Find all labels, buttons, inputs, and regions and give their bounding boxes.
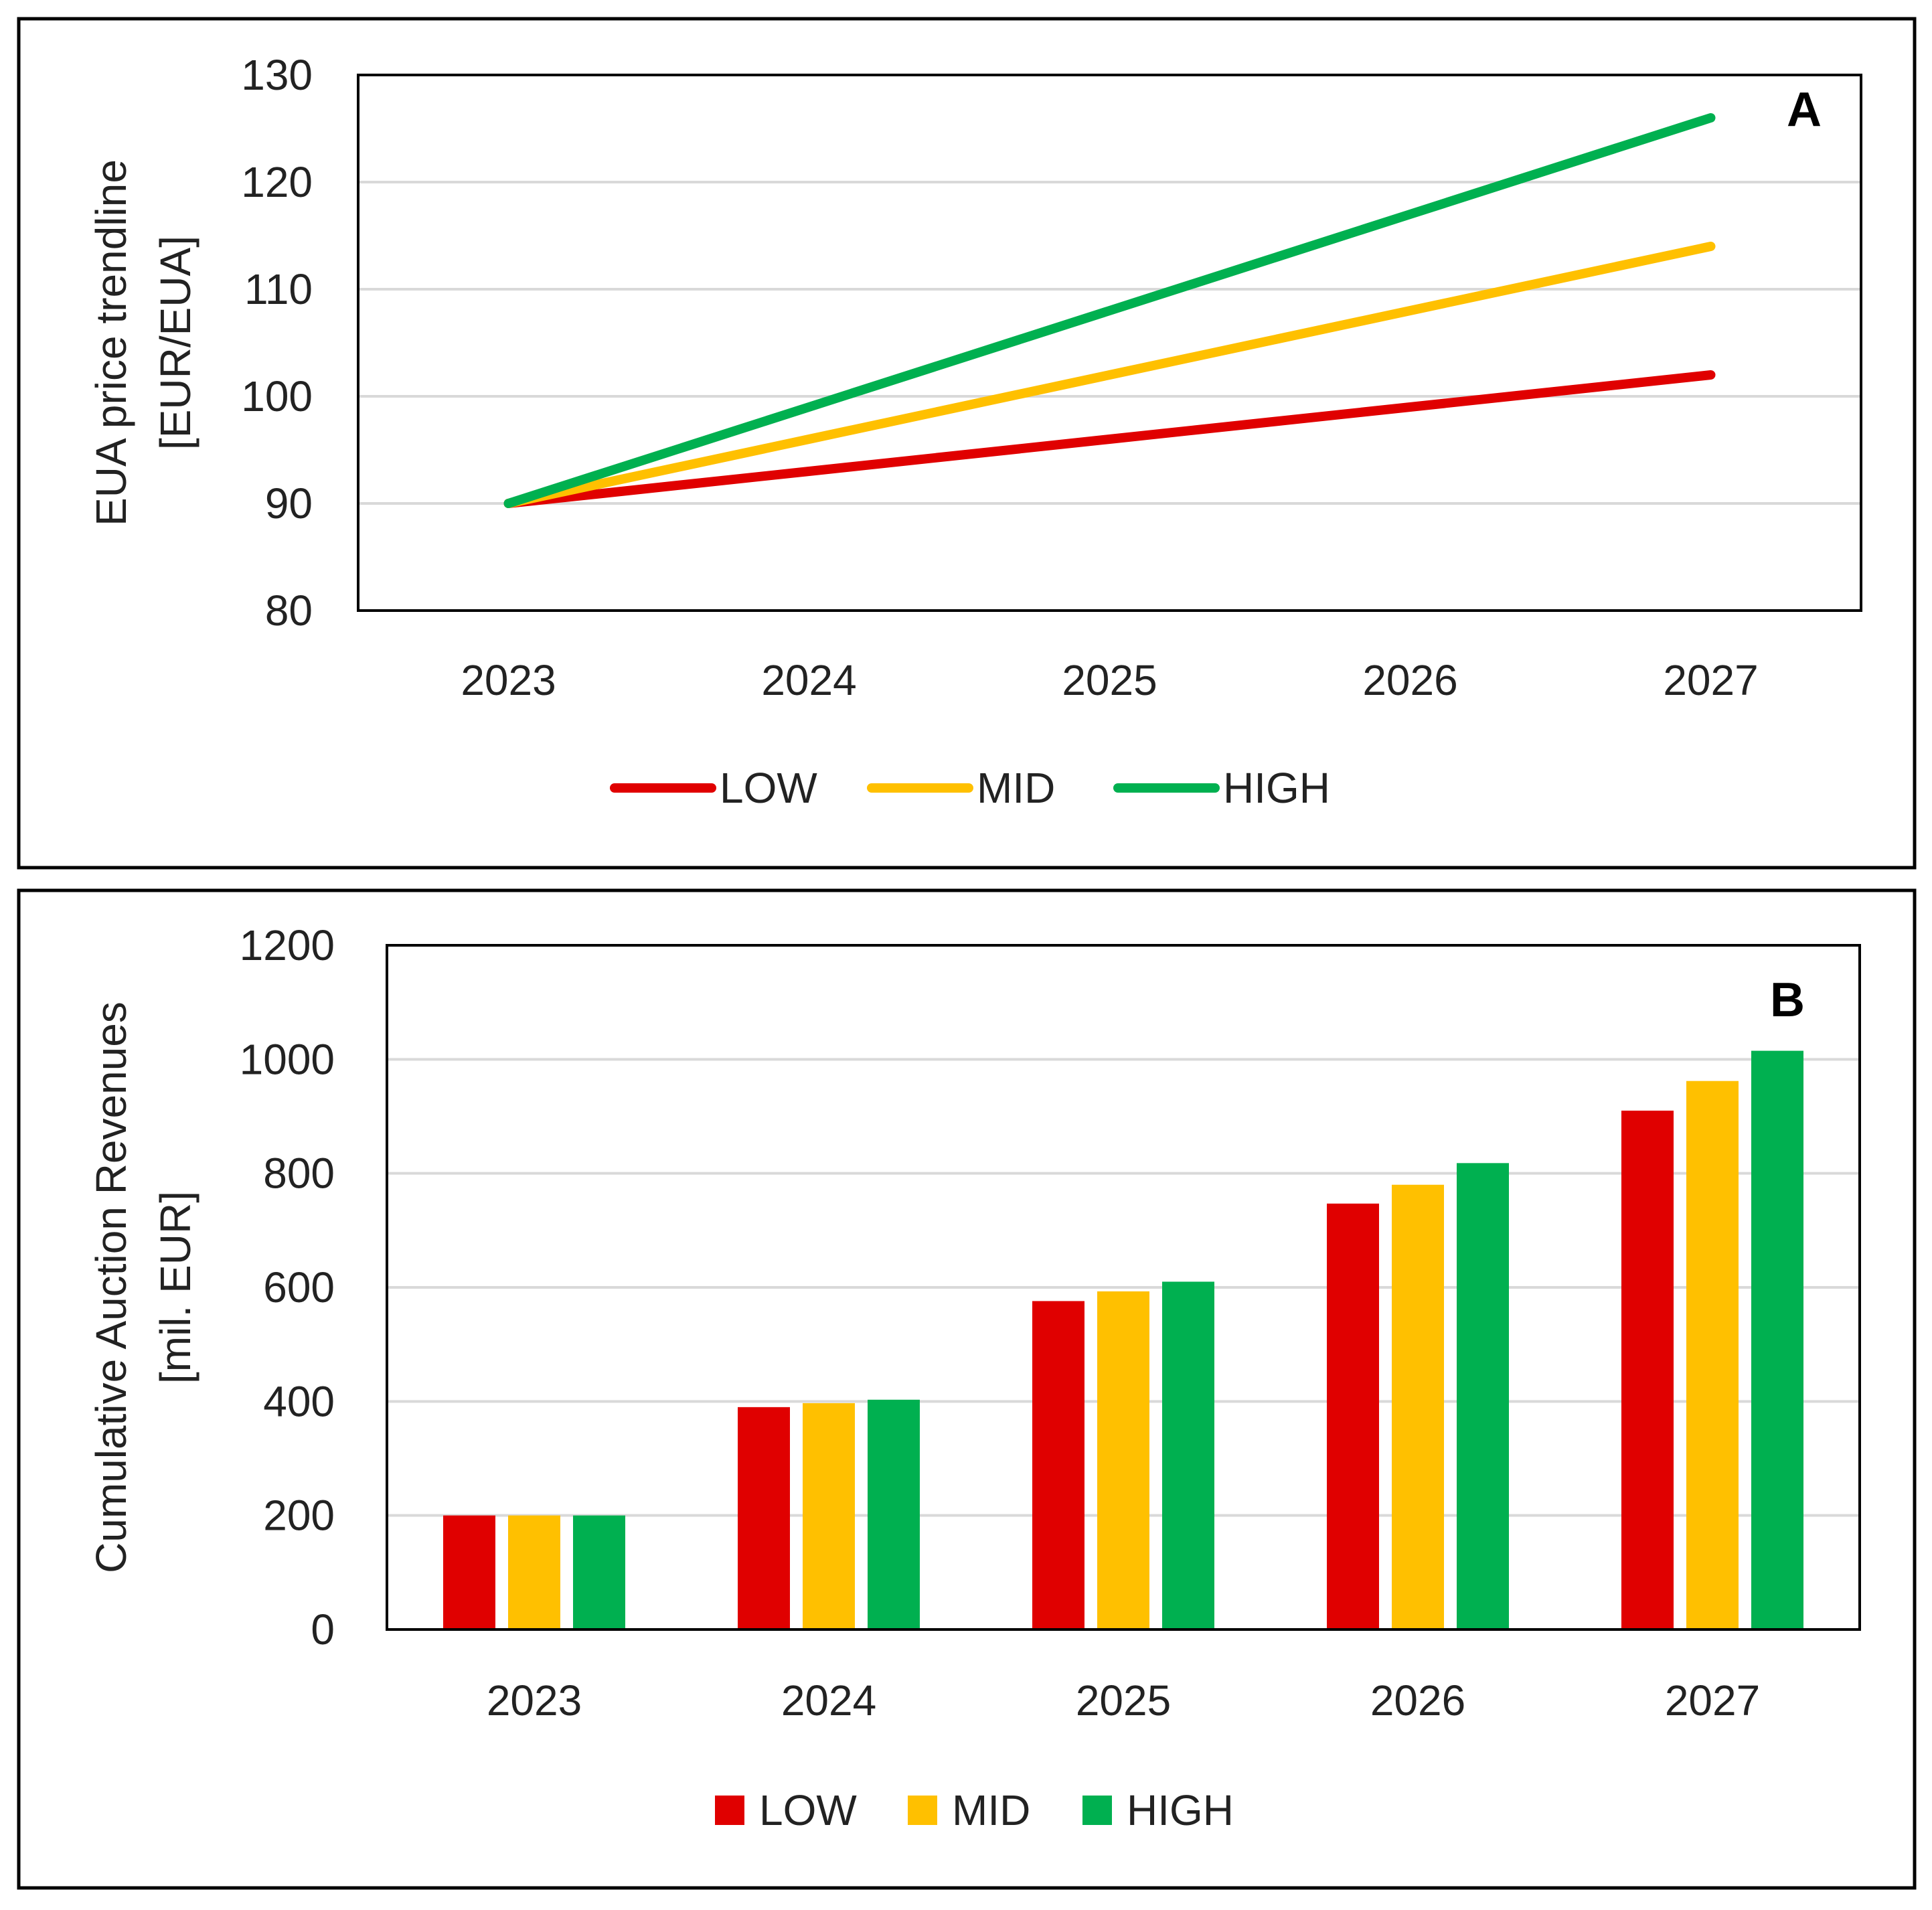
y-tick-label: 1200	[240, 921, 335, 969]
x-tick-label: 2027	[1665, 1676, 1760, 1725]
legend-label-high: HIGH	[1127, 1786, 1234, 1834]
panel-a-x-tick-labels: 2023 2024 2025 2026 2027	[461, 656, 1758, 704]
y-tick-label: 1000	[240, 1035, 335, 1083]
legend-swatch-low	[715, 1796, 744, 1825]
bar-high	[1457, 1163, 1509, 1629]
panel-b-x-tick-labels: 2023 2024 2025 2026 2027	[487, 1676, 1760, 1725]
panel-b-frame	[17, 888, 1917, 1890]
x-tick-label: 2023	[461, 656, 556, 704]
legend-label-high: HIGH	[1223, 764, 1330, 812]
panel-b-y-axis-title: Cumulative Auction Revenues [mil. EUR]	[87, 1002, 199, 1573]
bar-high	[1751, 1050, 1803, 1629]
legend-label-low: LOW	[720, 764, 817, 812]
panel-a-letter: A	[1787, 83, 1822, 137]
y-tick-label: 80	[265, 586, 313, 635]
y-tick-label: 800	[263, 1149, 335, 1198]
x-tick-label: 2027	[1663, 656, 1758, 704]
y-tick-label: 110	[244, 265, 313, 313]
y-axis-title-line: EUA price trendline	[87, 159, 135, 526]
x-tick-label: 2024	[761, 656, 856, 704]
legend-swatch-high	[1082, 1796, 1112, 1825]
y-tick-label: 90	[265, 479, 313, 528]
y-tick-label: 600	[263, 1263, 335, 1311]
legend-label-low: LOW	[759, 1786, 857, 1834]
y-tick-label: 0	[311, 1605, 335, 1654]
series-line-high	[503, 113, 1716, 508]
panel-a-y-tick-labels: 80 90 100 110 120 130	[241, 51, 313, 635]
x-tick-label: 2024	[781, 1676, 876, 1725]
bar-low	[1032, 1301, 1084, 1629]
x-tick-label: 2025	[1062, 656, 1157, 704]
bar-high	[1162, 1281, 1214, 1629]
bar-high	[868, 1399, 920, 1629]
y-tick-label: 100	[241, 372, 313, 420]
panel-b-y-tick-labels: 0 200 400 600 800 1000 1200	[240, 921, 335, 1654]
bar-mid	[1686, 1081, 1739, 1629]
panel-a-line-chart: 80 90 100 110 120 130 2023 2024 2025 2026 2027 EU…	[17, 17, 1917, 870]
panel-b-legend: LOW MID HIGH	[715, 1786, 1234, 1834]
y-tick-label: 130	[241, 51, 313, 99]
bar-low	[738, 1407, 790, 1629]
y-axis-title-line: Cumulative Auction Revenues	[87, 1002, 135, 1573]
panel-a-legend: LOW MID HIGH	[610, 764, 1330, 812]
bar-mid	[1097, 1291, 1149, 1629]
bar-mid	[803, 1403, 855, 1629]
x-tick-label: 2025	[1076, 1676, 1171, 1725]
legend-label-mid: MID	[977, 764, 1055, 812]
panel-b-gridlines	[387, 1058, 1860, 1517]
y-tick-label: 200	[263, 1492, 335, 1540]
y-tick-label: 120	[241, 158, 313, 206]
series-line-low	[503, 370, 1716, 508]
x-tick-label: 2023	[487, 1676, 582, 1725]
legend-swatch-mid	[908, 1796, 937, 1825]
panel-b-plot-area	[386, 944, 1861, 1631]
bar-low	[1621, 1110, 1674, 1629]
panel-b-series	[443, 1050, 1803, 1629]
bar-mid	[508, 1515, 560, 1629]
y-axis-title-line: [EUR/EUA]	[151, 236, 199, 450]
x-tick-label: 2026	[1370, 1676, 1465, 1725]
panel-a-series	[503, 113, 1716, 508]
bar-high	[573, 1515, 625, 1629]
y-tick-label: 400	[263, 1377, 335, 1425]
bar-low	[443, 1515, 495, 1629]
panel-a-y-axis-title: EUA price trendline [EUR/EUA]	[87, 159, 199, 526]
panel-a-frame	[17, 17, 1917, 870]
series-line-mid	[503, 242, 1716, 508]
panel-b-letter: B	[1770, 973, 1805, 1027]
x-tick-label: 2026	[1362, 656, 1457, 704]
legend-label-mid: MID	[952, 1786, 1030, 1834]
bar-low	[1327, 1203, 1379, 1629]
y-axis-title-line: [mil. EUR]	[151, 1191, 199, 1384]
panel-a-gridlines	[358, 181, 1861, 505]
bar-mid	[1392, 1184, 1444, 1629]
panel-a-plot-area	[357, 74, 1862, 612]
